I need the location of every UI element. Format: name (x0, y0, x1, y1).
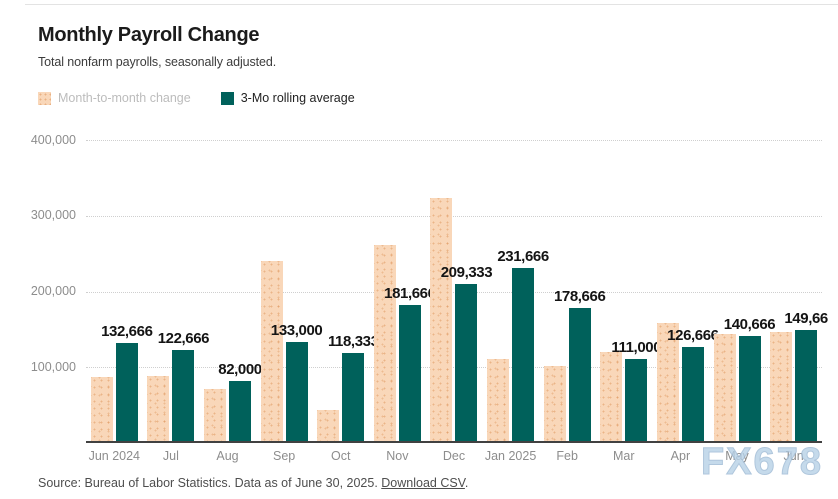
value-label: 111,000 (611, 338, 662, 356)
gridline (86, 215, 822, 217)
x-axis-label: Aug (216, 449, 239, 463)
x-axis-label: Jun (783, 449, 804, 463)
bar-month-to-month-change[interactable] (713, 333, 736, 443)
gridline (86, 367, 822, 369)
x-axis-label: Jul (162, 449, 179, 463)
month-group: 140,666 (709, 140, 776, 443)
bar-month-to-month-change[interactable] (90, 377, 113, 443)
bar-month-to-month-change[interactable] (600, 352, 623, 443)
value-label: 181,666 (384, 285, 436, 303)
bar-month-to-month-change[interactable] (430, 198, 453, 443)
bar-month-to-month-change[interactable] (204, 389, 227, 443)
plot-area: 132,666 122,666 82,000 133,000 118,333 181,66… (86, 140, 828, 443)
value-label: 140,666 (723, 316, 776, 334)
bar-3mo-rolling-average[interactable] (285, 342, 308, 443)
chart-subtitle: Total nonfarm payrolls, seasonally adjus… (38, 55, 277, 69)
x-axis-label: Apr (670, 449, 691, 463)
bar-month-to-month-change[interactable] (147, 376, 170, 443)
x-axis-label: Sep (273, 449, 296, 463)
value-label: 82,000 (218, 360, 262, 378)
bar-3mo-rolling-average[interactable] (172, 350, 195, 443)
x-axis-label: Jan 2025 (484, 449, 537, 463)
x-axis-label: Jun 2024 (88, 449, 141, 463)
month-group: 122,666 (143, 140, 210, 443)
bar-groups: 132,666 122,666 82,000 133,000 118,333 181,66… (86, 140, 828, 443)
bar-month-to-month-change[interactable] (656, 323, 679, 443)
x-axis-label: Feb (556, 449, 578, 463)
bar-month-to-month-change[interactable] (373, 245, 396, 443)
month-group: 181,666 (369, 140, 436, 443)
bar-3mo-rolling-average[interactable] (342, 353, 365, 443)
x-axis-labels: Jun 2024 Jul Aug Sep Oct Nov Dec Jan 2025 Feb Mar… (86, 449, 822, 463)
y-tick-label: 200,000 (30, 284, 76, 298)
bar-month-to-month-change[interactable] (487, 358, 510, 443)
month-group: 231,666 (482, 140, 549, 443)
bar-3mo-rolling-average[interactable] (512, 267, 535, 443)
page-title: Monthly Payroll Change (38, 24, 260, 46)
bar-3mo-rolling-average[interactable] (625, 358, 648, 443)
y-tick-label: 100,000 (30, 359, 76, 374)
value-label: 178,666 (553, 287, 606, 305)
bar-month-to-month-change[interactable] (770, 331, 793, 443)
legend-label: 3-Mo rolling average (240, 91, 355, 105)
teal-swatch-icon (220, 91, 234, 105)
bar-3mo-rolling-average[interactable] (229, 380, 252, 443)
source-suffix: . (464, 476, 469, 490)
bar-3mo-rolling-average[interactable] (455, 284, 478, 443)
value-label: 122,666 (157, 330, 210, 348)
legend-label: Month-to-month change (58, 91, 191, 105)
x-axis-label: Dec (442, 449, 466, 463)
download-csv-link[interactable]: Download CSV (381, 476, 465, 490)
value-label: 149,66 (784, 309, 828, 327)
legend-item-month-change[interactable]: Month-to-month change (38, 91, 191, 105)
value-label: 209,333 (440, 264, 493, 282)
value-label: 133,000 (270, 322, 323, 340)
value-label: 231,666 (497, 247, 549, 265)
x-axis-label: Mar (613, 449, 635, 463)
month-group: 149,66 (765, 140, 828, 443)
bar-3mo-rolling-average[interactable] (115, 342, 138, 443)
bar-month-to-month-change[interactable] (317, 409, 340, 443)
bar-month-to-month-change[interactable] (260, 261, 283, 443)
gridline (86, 140, 822, 141)
bar-3mo-rolling-average[interactable] (738, 336, 761, 443)
month-group: 126,666 (652, 140, 719, 443)
bar-month-to-month-change[interactable] (543, 365, 566, 443)
x-axis-line (86, 441, 822, 443)
month-group: 178,666 (539, 140, 606, 443)
month-group: 111,000 (595, 140, 662, 443)
x-axis-label: Nov (386, 449, 409, 463)
top-divider (25, 4, 838, 5)
legend-item-rolling-avg[interactable]: 3-Mo rolling average (220, 91, 355, 105)
bar-3mo-rolling-average[interactable] (398, 305, 421, 443)
y-tick-label: 300,000 (30, 208, 76, 223)
bar-3mo-rolling-average[interactable] (568, 307, 591, 443)
month-group: 209,333 (426, 140, 493, 443)
source-text: Source: Bureau of Labor Statistics. Data… (38, 476, 382, 490)
month-group: 82,000 (199, 140, 262, 443)
chart-legend: Month-to-month change 3-Mo rolling avera… (38, 91, 355, 105)
bar-3mo-rolling-average[interactable] (795, 329, 818, 443)
value-label: 132,666 (101, 322, 153, 340)
source-note: Source: Bureau of Labor Statistics. Data… (38, 476, 468, 490)
month-group: 132,666 (86, 140, 153, 443)
peach-swatch-icon (38, 91, 51, 105)
x-axis-label: May (725, 449, 749, 463)
y-tick-label: 400,000 (30, 132, 76, 147)
value-label: 126,666 (667, 327, 719, 345)
bar-3mo-rolling-average[interactable] (681, 347, 704, 443)
gridline (86, 291, 822, 293)
value-label: 118,333 (327, 333, 379, 351)
month-group: 133,000 (256, 140, 323, 443)
month-group: 118,333 (312, 140, 379, 443)
x-axis-label: Oct (331, 449, 351, 463)
